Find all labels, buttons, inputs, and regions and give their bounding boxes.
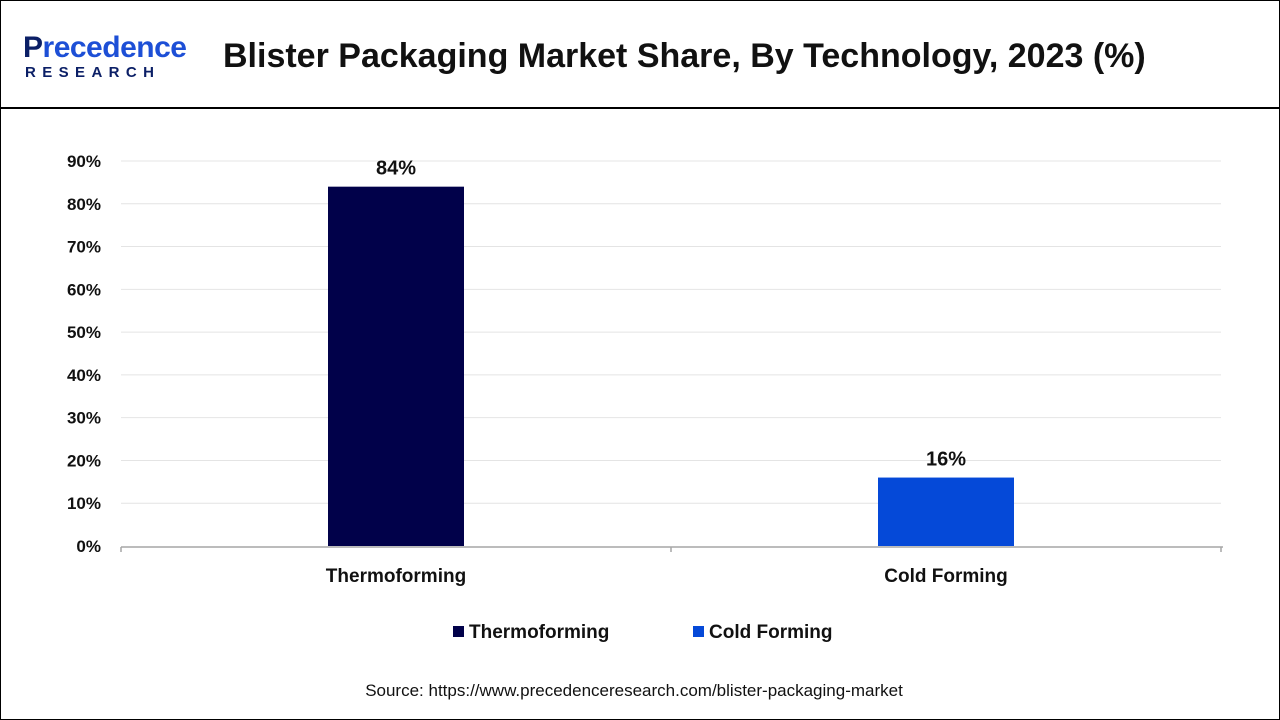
logo-initial: P xyxy=(23,31,43,64)
y-tick-label: 40% xyxy=(67,366,101,385)
y-tick-label: 30% xyxy=(67,409,101,428)
legend-swatch xyxy=(693,626,704,637)
source-note: Source: https://www.precedenceresearch.c… xyxy=(365,681,903,700)
data-label: 16% xyxy=(926,449,966,471)
data-label: 84% xyxy=(376,158,416,180)
brand-logo: Precedence RESEARCH xyxy=(23,31,211,83)
x-tick-label: Thermoforming xyxy=(326,566,466,587)
logo-wordmark-rest: recedence xyxy=(42,31,187,64)
legend-label: Thermoforming xyxy=(469,622,609,643)
bar-chart: 0% 10% 20% 30% 40% 50% 60% 70% 80% 90% 84% Thermofo… xyxy=(67,152,1223,643)
legend-swatch xyxy=(453,626,464,637)
y-tick-label: 90% xyxy=(67,152,101,171)
y-tick-label: 20% xyxy=(67,451,101,470)
y-tick-label: 60% xyxy=(67,280,101,299)
y-tick-label: 70% xyxy=(67,238,101,257)
legend-label: Cold Forming xyxy=(709,622,832,643)
y-tick-label: 0% xyxy=(76,537,101,556)
logo-wordmark: Precedence xyxy=(23,31,187,65)
x-tick-label: Cold Forming xyxy=(884,566,1007,587)
header: Precedence RESEARCH Blister Packaging Ma… xyxy=(1,1,1279,109)
bar-thermoforming xyxy=(328,186,464,546)
y-tick-label: 10% xyxy=(67,494,101,513)
chart-title: Blister Packaging Market Share, By Techn… xyxy=(223,37,1146,75)
y-tick-label: 50% xyxy=(67,323,101,342)
y-tick-label: 80% xyxy=(67,195,101,214)
logo-subtitle: RESEARCH xyxy=(25,64,161,81)
bar-cold-forming xyxy=(878,477,1014,546)
